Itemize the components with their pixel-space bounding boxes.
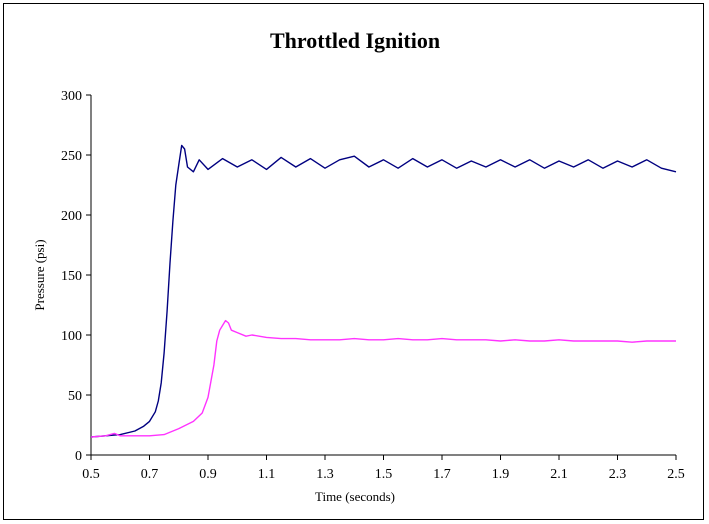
chart-frame	[3, 3, 704, 520]
chart-title: Throttled Ignition	[270, 28, 440, 53]
x-tick-label: 1.3	[316, 467, 334, 482]
y-tick-label: 150	[61, 269, 82, 284]
x-tick-label: 1.1	[258, 467, 276, 482]
y-tick-label: 200	[61, 209, 82, 224]
series-line-1	[90, 144, 677, 438]
x-tick-label: 0.9	[199, 467, 217, 482]
x-axis-label: Time (seconds)	[315, 489, 395, 504]
x-tick-label: 0.7	[141, 467, 159, 482]
x-tick-label: 1.7	[433, 467, 451, 482]
x-axis-ticks: 0.5 0.7 0.9 1.1 1.3 1.5 1.7 1.9 2.1 2.3 2.5	[82, 455, 685, 482]
y-tick-label: 50	[68, 389, 82, 404]
y-axis-label: Pressure (psi)	[32, 239, 47, 310]
x-tick-label: 2.3	[609, 467, 627, 482]
x-tick-label: 1.5	[375, 467, 393, 482]
series-line-2	[90, 319, 676, 438]
y-axis-ticks: 0 50 100 150 200 250 300	[61, 89, 91, 464]
y-tick-label: 0	[75, 449, 82, 464]
x-tick-label: 2.1	[550, 467, 568, 482]
y-tick-label: 250	[61, 149, 82, 164]
x-tick-label: 0.5	[82, 467, 100, 482]
x-tick-label: 1.9	[492, 467, 510, 482]
series-group	[90, 144, 677, 438]
y-tick-label: 100	[61, 329, 82, 344]
y-tick-label: 300	[61, 89, 82, 104]
x-tick-label: 2.5	[667, 467, 685, 482]
